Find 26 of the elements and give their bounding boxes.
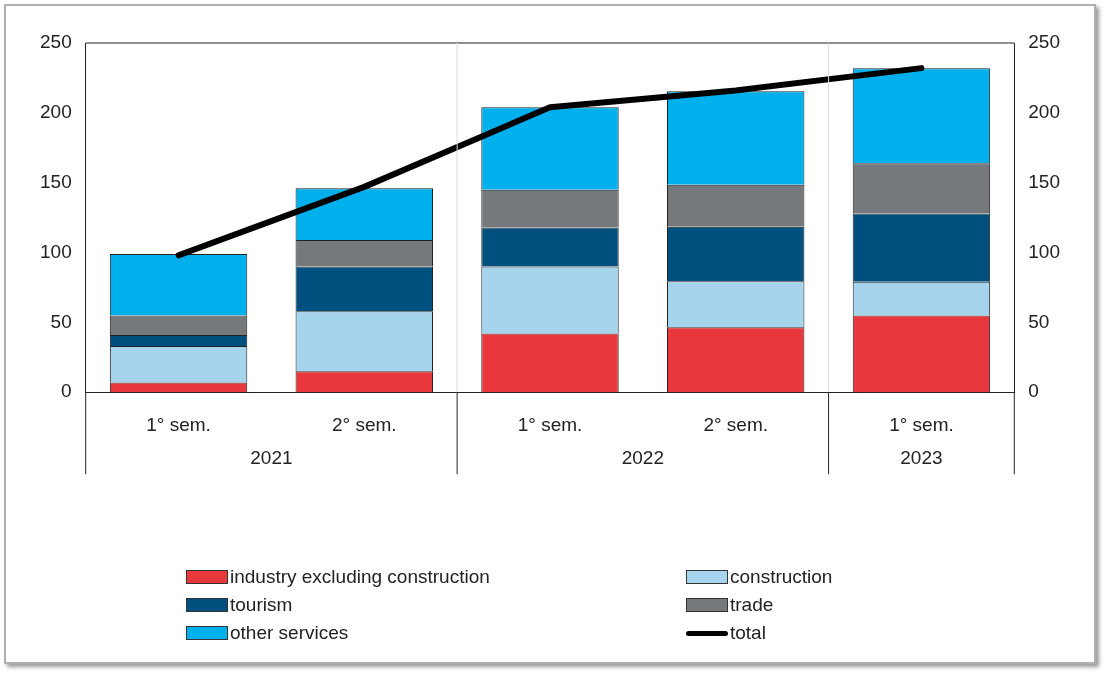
y-tick-label: 250 bbox=[40, 31, 72, 53]
y2-tick-label: 250 bbox=[1028, 31, 1060, 53]
legend-label: total bbox=[730, 622, 766, 644]
y-tick-label: 200 bbox=[40, 101, 72, 123]
legend-label: industry excluding construction bbox=[230, 566, 490, 588]
text: 2023 bbox=[900, 447, 943, 469]
y-tick-label: 0 bbox=[61, 380, 72, 402]
y2-tick-label: 100 bbox=[1028, 240, 1060, 262]
y2-tick-label: 150 bbox=[1028, 170, 1060, 192]
x-tick-label: 2° sem. bbox=[331, 413, 397, 435]
x-tick-label: 2° sem. bbox=[703, 413, 769, 435]
text: 2021 bbox=[250, 447, 293, 469]
y-tick-label: 50 bbox=[50, 310, 72, 332]
legend-label: trade bbox=[730, 594, 774, 616]
y2-tick-label: 0 bbox=[1028, 380, 1039, 402]
text: 2022 bbox=[621, 447, 664, 469]
legend-label: other services bbox=[230, 622, 349, 644]
y-tick-label: 100 bbox=[40, 240, 72, 262]
legend-label: tourism bbox=[230, 594, 293, 616]
x-tick-label: 1° sem. bbox=[146, 413, 211, 435]
legend-label: construction bbox=[730, 566, 833, 588]
y2-tick-label: 50 bbox=[1028, 310, 1050, 332]
x-tick-label: 1° sem. bbox=[517, 413, 583, 435]
y-tick-label: 150 bbox=[40, 170, 72, 192]
x-tick-label: 1° sem. bbox=[889, 413, 954, 435]
y2-tick-label: 200 bbox=[1028, 101, 1060, 123]
